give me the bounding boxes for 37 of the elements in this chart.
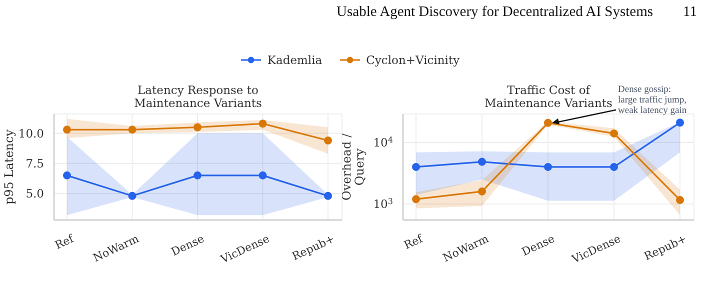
point <box>258 171 267 180</box>
text: 11 <box>683 4 697 21</box>
point <box>478 187 486 196</box>
point <box>676 196 684 204</box>
chart-title: Traffic Cost of Maintenance Variants <box>484 83 612 110</box>
point <box>412 195 420 204</box>
x-tick-label: Dense <box>520 232 557 259</box>
point <box>610 162 618 171</box>
text: Usable Agent Discovery for Decentralized AI Systems <box>336 4 654 21</box>
point <box>128 126 136 134</box>
point <box>324 192 332 200</box>
point <box>194 123 202 132</box>
y-tick-label: 10$^{3}$ <box>373 196 393 212</box>
x-tick-label: Ref <box>402 232 426 252</box>
point <box>610 129 618 138</box>
x-tick-label: Dense <box>169 232 206 259</box>
legend-label: Cyclon+Vicinity <box>366 53 460 67</box>
y-tick-label: 10$^{4}$ <box>373 134 393 150</box>
y-tick-label: 10.0 <box>18 126 44 140</box>
legend-label: Kademlia <box>267 53 322 67</box>
point <box>258 120 267 128</box>
y-tick-label: 5.0 <box>26 186 44 200</box>
point <box>676 118 684 127</box>
annotation: Dense gossip: large traffic jump, weak latency gain <box>618 84 687 116</box>
point <box>63 126 71 134</box>
x-tick-label: Ref <box>53 232 76 252</box>
point <box>544 162 552 171</box>
point <box>544 118 552 127</box>
y-axis-title: p95 Latency <box>2 129 16 205</box>
point <box>412 162 420 171</box>
chart-title: Latency Response to Maintenance Variants <box>133 83 263 110</box>
point <box>478 158 486 166</box>
y-tick-label: 7.5 <box>26 156 44 170</box>
point <box>194 171 202 180</box>
point <box>63 171 71 180</box>
point <box>324 136 332 144</box>
point <box>128 192 136 200</box>
